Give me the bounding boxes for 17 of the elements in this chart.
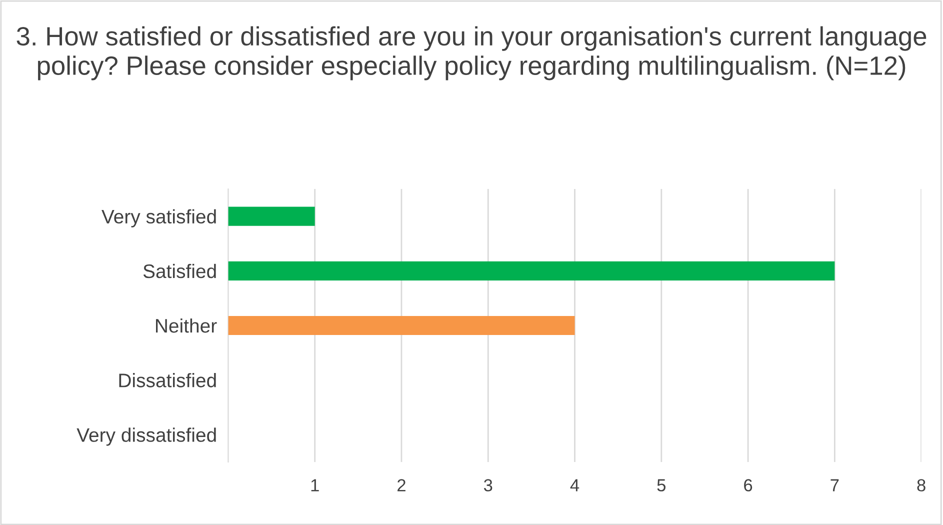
y-tick-label: Neither <box>156 318 217 333</box>
x-tick-label: 3 <box>484 479 492 492</box>
x-tick-label: 6 <box>744 479 752 492</box>
x-tick-label: 4 <box>570 479 580 492</box>
x-tick-label: 8 <box>917 479 926 492</box>
y-tick-label: Very dissatisfied <box>76 428 216 446</box>
y-tick-label: Very satisfied <box>102 209 216 228</box>
x-tick-label: 5 <box>657 479 666 492</box>
y-tick-label: Dissatisfied <box>119 373 216 388</box>
bar <box>228 316 575 336</box>
y-tick-label: Satisfied <box>143 264 216 278</box>
x-tick-label: 2 <box>398 479 406 492</box>
x-tick-label: 7 <box>830 479 839 492</box>
chart-title: 3. How satisfied or dissatisfied are you in your organisation's current language policy? Please consider especially policy regarding multilingualism. (N=12) <box>16 26 926 80</box>
x-tick-label: 1 <box>311 479 319 492</box>
bar <box>228 261 835 280</box>
bar <box>228 206 315 226</box>
